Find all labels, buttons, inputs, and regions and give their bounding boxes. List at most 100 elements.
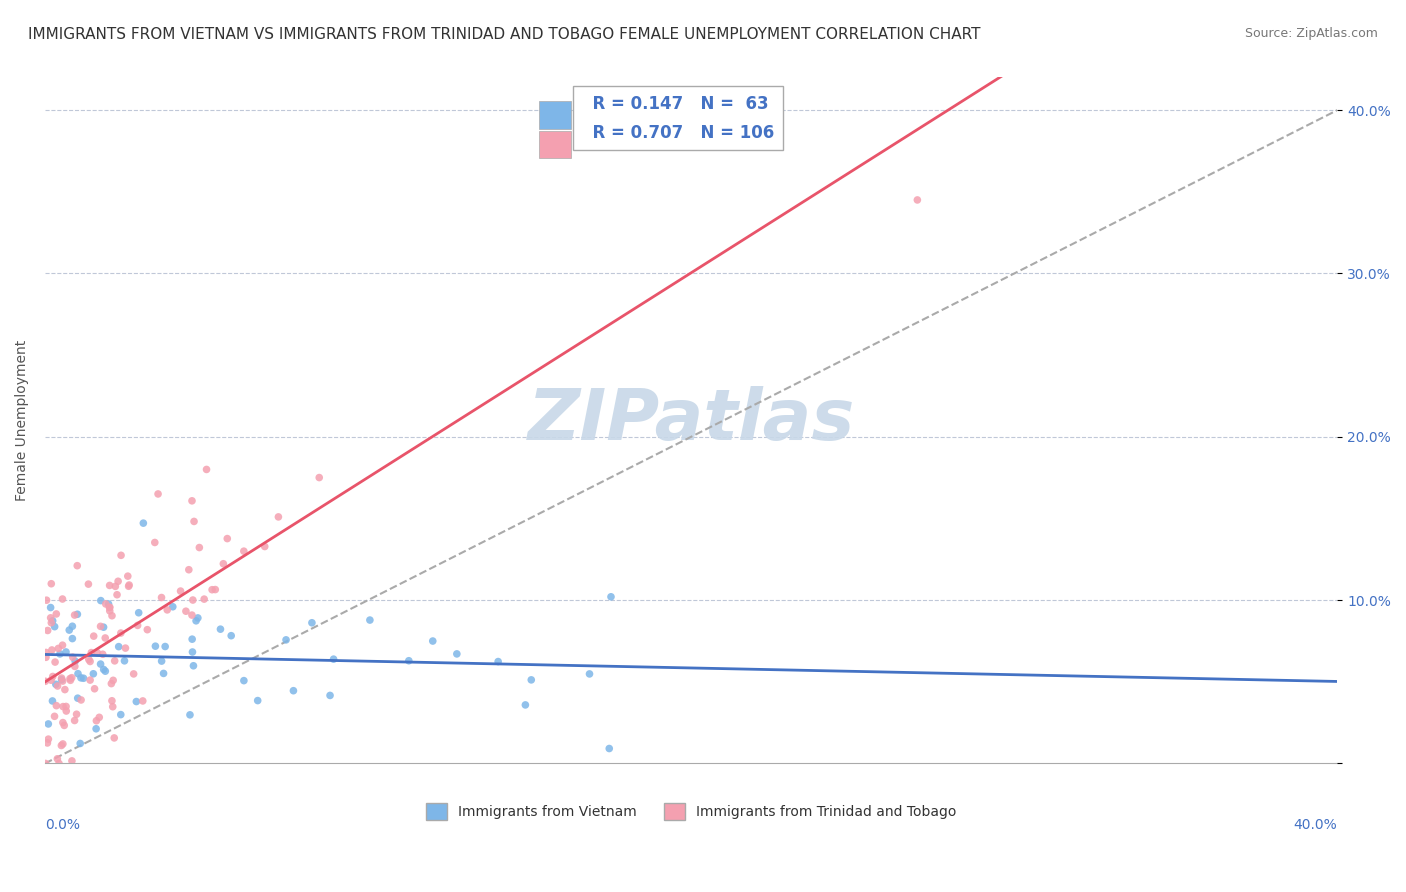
Immigrants from Vietnam [446, 647, 468, 661]
Immigrants from Trinidad and Tobago [53, 682, 76, 697]
Immigrants from Trinidad and Tobago [34, 756, 56, 771]
Immigrants from Trinidad and Tobago [150, 591, 173, 605]
Immigrants from Trinidad and Tobago [143, 535, 166, 549]
Immigrants from Trinidad and Tobago [98, 604, 121, 618]
Immigrants from Trinidad and Tobago [53, 718, 76, 732]
Immigrants from Trinidad and Tobago [204, 582, 226, 597]
Immigrants from Trinidad and Tobago [103, 731, 125, 745]
Immigrants from Vietnam [274, 632, 297, 647]
Immigrants from Vietnam [181, 632, 204, 647]
Immigrants from Trinidad and Tobago [181, 493, 204, 508]
Immigrants from Trinidad and Tobago [217, 532, 239, 546]
Immigrants from Trinidad and Tobago [51, 592, 73, 607]
Immigrants from Trinidad and Tobago [101, 699, 124, 714]
Immigrants from Trinidad and Tobago [101, 694, 124, 708]
Immigrants from Vietnam [66, 691, 89, 706]
Immigrants from Trinidad and Tobago [905, 193, 928, 207]
Immigrants from Vietnam [128, 606, 150, 620]
Immigrants from Trinidad and Tobago [118, 578, 141, 592]
Immigrants from Trinidad and Tobago [183, 515, 205, 529]
Immigrants from Vietnam [72, 671, 94, 685]
Immigrants from Trinidad and Tobago [117, 569, 139, 583]
Immigrants from Vietnam [187, 611, 209, 625]
Immigrants from Trinidad and Tobago [98, 600, 121, 615]
Immigrants from Trinidad and Tobago [253, 540, 276, 554]
Immigrants from Trinidad and Tobago [174, 604, 197, 618]
Immigrants from Trinidad and Tobago [201, 582, 224, 597]
Immigrants from Trinidad and Tobago [37, 736, 59, 750]
Immigrants from Trinidad and Tobago [181, 608, 204, 623]
Immigrants from Trinidad and Tobago [35, 645, 58, 659]
Immigrants from Vietnam [246, 693, 269, 707]
Immigrants from Vietnam [209, 622, 232, 636]
Immigrants from Vietnam [37, 717, 59, 731]
Immigrants from Vietnam [39, 600, 62, 615]
Immigrants from Vietnam [398, 654, 420, 668]
Immigrants from Trinidad and Tobago [232, 544, 254, 558]
Immigrants from Trinidad and Tobago [94, 597, 117, 611]
Immigrants from Trinidad and Tobago [66, 558, 89, 573]
Immigrants from Vietnam [181, 645, 204, 659]
Immigrants from Trinidad and Tobago [52, 674, 75, 689]
Immigrants from Trinidad and Tobago [169, 584, 191, 599]
Immigrants from Vietnam [114, 654, 136, 668]
Immigrants from Trinidad and Tobago [105, 588, 128, 602]
Immigrants from Vietnam [162, 599, 184, 614]
Immigrants from Trinidad and Tobago [83, 681, 105, 696]
Immigrants from Trinidad and Tobago [156, 603, 179, 617]
Immigrants from Trinidad and Tobago [188, 541, 211, 555]
Immigrants from Vietnam [69, 736, 91, 750]
Immigrants from Vietnam [359, 613, 381, 627]
Immigrants from Vietnam [84, 722, 107, 736]
Immigrants from Trinidad and Tobago [63, 608, 86, 623]
Immigrants from Vietnam [219, 629, 242, 643]
Immigrants from Trinidad and Tobago [44, 709, 66, 723]
Immigrants from Trinidad and Tobago [98, 578, 121, 592]
Immigrants from Trinidad and Tobago [181, 593, 204, 607]
Immigrants from Trinidad and Tobago [79, 655, 101, 669]
Immigrants from Trinidad and Tobago [63, 714, 86, 728]
Immigrants from Trinidad and Tobago [45, 698, 67, 713]
Immigrants from Trinidad and Tobago [62, 650, 84, 665]
Immigrants from Vietnam [600, 590, 623, 604]
Immigrants from Trinidad and Tobago [60, 671, 83, 685]
Immigrants from Trinidad and Tobago [101, 608, 124, 623]
Immigrants from Trinidad and Tobago [136, 623, 159, 637]
Immigrants from Vietnam [322, 652, 344, 666]
Immigrants from Vietnam [152, 666, 174, 681]
Immigrants from Trinidad and Tobago [110, 626, 132, 640]
Text: ZIPatlas: ZIPatlas [527, 386, 855, 455]
Immigrants from Trinidad and Tobago [127, 618, 149, 632]
Immigrants from Trinidad and Tobago [70, 693, 93, 707]
Immigrants from Trinidad and Tobago [35, 650, 58, 665]
Immigrants from Trinidad and Tobago [94, 631, 117, 645]
Immigrants from Vietnam [107, 640, 129, 654]
Immigrants from Trinidad and Tobago [146, 487, 169, 501]
Immigrants from Trinidad and Tobago [39, 673, 62, 688]
Immigrants from Trinidad and Tobago [79, 673, 101, 687]
Immigrants from Trinidad and Tobago [65, 707, 87, 722]
Immigrants from Vietnam [94, 664, 117, 678]
Immigrants from Vietnam [93, 663, 115, 677]
Immigrants from Trinidad and Tobago [100, 676, 122, 690]
Immigrants from Vietnam [55, 645, 77, 659]
Immigrants from Trinidad and Tobago [35, 593, 58, 607]
Immigrants from Vietnam [283, 683, 305, 698]
Immigrants from Trinidad and Tobago [132, 694, 155, 708]
Text: IMMIGRANTS FROM VIETNAM VS IMMIGRANTS FROM TRINIDAD AND TOBAGO FEMALE UNEMPLOYME: IMMIGRANTS FROM VIETNAM VS IMMIGRANTS FR… [28, 27, 980, 42]
Immigrants from Trinidad and Tobago [51, 638, 73, 652]
Immigrants from Trinidad and Tobago [59, 673, 82, 688]
Immigrants from Vietnam [66, 607, 89, 622]
Immigrants from Vietnam [58, 623, 80, 637]
Immigrants from Trinidad and Tobago [193, 592, 215, 607]
Immigrants from Trinidad and Tobago [34, 674, 56, 689]
Immigrants from Trinidad and Tobago [80, 646, 103, 660]
Immigrants from Trinidad and Tobago [122, 667, 145, 681]
Text: Source: ZipAtlas.com: Source: ZipAtlas.com [1244, 27, 1378, 40]
Immigrants from Trinidad and Tobago [41, 615, 63, 630]
Immigrants from Trinidad and Tobago [37, 624, 59, 638]
Immigrants from Trinidad and Tobago [60, 754, 83, 768]
Text: R = 0.147   N =  63
  R = 0.707   N = 106: R = 0.147 N = 63 R = 0.707 N = 106 [581, 95, 775, 142]
Immigrants from Vietnam [51, 673, 73, 687]
Immigrants from Trinidad and Tobago [52, 737, 75, 751]
